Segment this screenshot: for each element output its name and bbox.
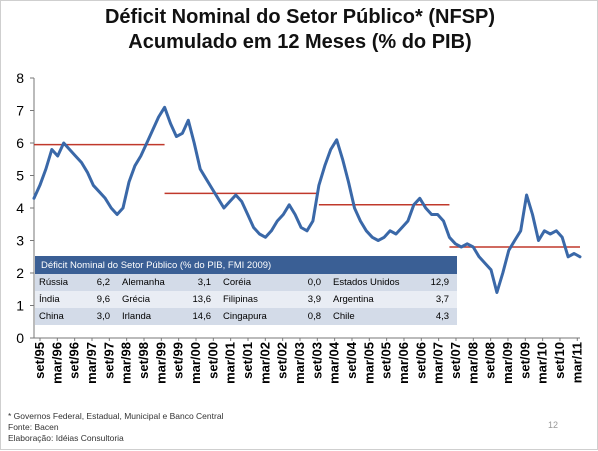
x-tick-label: mar/02 xyxy=(257,342,272,384)
x-tick-label: mar/04 xyxy=(327,341,342,384)
country-deficit-value: 0,8 xyxy=(287,308,329,325)
x-tick-label: set/02 xyxy=(275,342,290,379)
country-name: Índia xyxy=(35,291,85,308)
country-name: Filipinas xyxy=(219,291,287,308)
country-name: Rússia xyxy=(35,274,85,291)
chart-title-line-2: Acumulado em 12 Meses (% do PIB) xyxy=(128,31,472,53)
country-deficit-value: 14,6 xyxy=(182,308,219,325)
y-tick-label: 2 xyxy=(16,265,24,281)
y-tick-label: 8 xyxy=(16,70,24,86)
country-deficit-value: 3,0 xyxy=(85,308,118,325)
x-tick-label: mar/98 xyxy=(119,342,134,384)
x-tick-label: mar/09 xyxy=(500,342,515,384)
country-deficit-value: 3,9 xyxy=(287,291,329,308)
country-deficit-value: 6,2 xyxy=(85,274,118,291)
country-deficit-value: 3,1 xyxy=(182,274,219,291)
country-name: Grécia xyxy=(118,291,182,308)
x-tick-label: mar/11 xyxy=(569,342,584,383)
country-name: Argentina xyxy=(329,291,417,308)
x-tick-label: mar/10 xyxy=(535,342,550,384)
y-tick-label: 0 xyxy=(16,330,24,346)
x-tick-label: mar/96 xyxy=(49,342,64,384)
x-tick-label: set/06 xyxy=(413,342,428,379)
y-tick-label: 1 xyxy=(16,298,24,314)
country-deficit-value: 4,3 xyxy=(417,308,458,325)
x-tick-label: set/01 xyxy=(240,342,255,379)
x-tick-label: mar/06 xyxy=(396,342,411,384)
y-tick-label: 3 xyxy=(16,233,24,249)
x-tick-label: set/07 xyxy=(448,342,463,379)
country-deficit-value: 12,9 xyxy=(417,274,458,291)
x-tick-label: set/10 xyxy=(552,342,567,379)
x-tick-label: mar/00 xyxy=(188,342,203,384)
table-body: Rússia 6,2 Alemanha 3,1 Coréia 0,0 Estados Uni… xyxy=(35,274,458,325)
y-tick-label: 7 xyxy=(16,103,24,119)
table-row: Índia 9,6 Grécia 13,6 Filipinas 3,9 Argentina 3… xyxy=(35,291,458,308)
x-tick-label: mar/05 xyxy=(361,342,376,384)
x-tick-label: set/97 xyxy=(101,342,116,379)
x-tick-label: set/96 xyxy=(67,342,82,379)
x-tick-label: mar/07 xyxy=(431,342,446,384)
x-tick-label: set/04 xyxy=(344,341,359,379)
y-tick-label: 4 xyxy=(16,200,24,216)
deficit-series-line xyxy=(32,105,582,294)
y-tick-label: 5 xyxy=(16,168,24,184)
country-name: Chile xyxy=(329,308,417,325)
x-tick-label: set/03 xyxy=(309,342,324,379)
table-row: Rússia 6,2 Alemanha 3,1 Coréia 0,0 Estados Uni… xyxy=(35,274,458,291)
table-row: China 3,0 Irlanda 14,6 Cingapura 0,8 Chile 4,3 xyxy=(35,308,458,325)
chart-title: Déficit Nominal do Setor Público* (NFSP)… xyxy=(1,5,598,55)
x-tick-label: set/95 xyxy=(32,342,47,379)
page-number: 12 xyxy=(548,420,559,430)
x-tick-label: set/98 xyxy=(136,342,151,379)
country-name: Alemanha xyxy=(118,274,182,291)
country-deficit-value: 9,6 xyxy=(85,291,118,308)
country-deficit-value: 3,7 xyxy=(417,291,458,308)
y-tick-label: 6 xyxy=(16,135,24,151)
x-tick-label: mar/01 xyxy=(223,342,238,384)
footnote-governments: * Governos Federal, Estadual, Municipal … xyxy=(8,411,224,421)
x-tick-label: mar/03 xyxy=(292,342,307,384)
x-tick-label: mar/99 xyxy=(153,342,168,384)
country-deficit-value: 0,0 xyxy=(287,274,329,291)
chart-title-line-1: Déficit Nominal do Setor Público* (NFSP) xyxy=(104,6,496,28)
country-name: Coréia xyxy=(219,274,287,291)
country-name: Irlanda xyxy=(118,308,182,325)
x-tick-label: set/00 xyxy=(205,342,220,379)
footnote-source: Fonte: Bacen xyxy=(8,422,59,432)
table-header: Déficit Nominal do Setor Público (% do P… xyxy=(35,256,458,274)
x-tick-label: set/05 xyxy=(379,342,394,379)
x-tick-label: mar/08 xyxy=(465,342,480,384)
x-tick-label: mar/97 xyxy=(84,342,99,384)
country-name: Cingapura xyxy=(219,308,287,325)
x-tick-label: set/09 xyxy=(517,342,532,379)
footnote-prepared-by: Elaboração: Idéias Consultoria xyxy=(8,433,124,443)
deficit-table: Déficit Nominal do Setor Público (% do P… xyxy=(35,256,458,325)
country-name: China xyxy=(35,308,85,325)
x-tick-label: set/99 xyxy=(171,342,186,379)
country-name: Estados Unidos xyxy=(329,274,417,291)
x-tick-label: set/08 xyxy=(483,342,498,379)
country-deficit-value: 13,6 xyxy=(182,291,219,308)
